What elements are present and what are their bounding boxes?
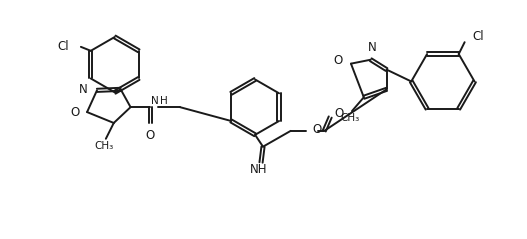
Text: N: N (79, 83, 88, 96)
Text: CH₃: CH₃ (94, 141, 113, 151)
Text: O: O (70, 106, 79, 119)
Text: N: N (368, 41, 377, 54)
Text: Cl: Cl (473, 30, 484, 43)
Text: O: O (334, 54, 343, 67)
Text: O: O (145, 129, 155, 142)
Text: NH: NH (250, 163, 268, 176)
Text: N: N (151, 96, 159, 106)
Text: H: H (160, 96, 168, 106)
Text: CH₃: CH₃ (340, 113, 359, 123)
Text: Cl: Cl (57, 40, 69, 53)
Text: O: O (313, 123, 321, 136)
Text: O: O (334, 107, 344, 120)
